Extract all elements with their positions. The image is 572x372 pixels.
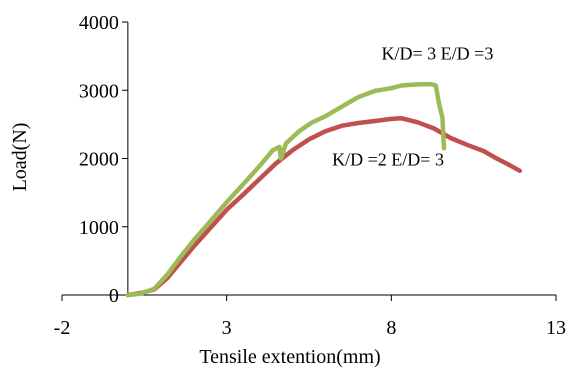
- series-layer: [125, 81, 523, 298]
- y-tick-label: 0: [109, 285, 119, 307]
- x-tick-label: 8: [386, 317, 396, 339]
- labels-layer: K/D= 3 E/D =3 K/D =2 E/D= 3: [332, 44, 493, 170]
- y-tick-label: 1000: [79, 217, 119, 239]
- x-tick-label: -2: [54, 317, 71, 339]
- series-label-1: K/D= 3 E/D =3: [382, 44, 494, 64]
- y-tick-label: 4000: [79, 12, 119, 34]
- y-tick-label: 2000: [79, 149, 119, 171]
- series-line-2: [125, 81, 447, 298]
- y-axis-title: Load(N): [9, 123, 31, 192]
- x-tick-label: 13: [546, 317, 566, 339]
- series-line-1: [125, 115, 523, 298]
- x-tick-label: 3: [222, 317, 232, 339]
- y-tick-label: 3000: [79, 80, 119, 102]
- axes: -2 3 8 13 0 1000 2000 3000 4000: [54, 12, 566, 339]
- x-axis-title: Tensile extention(mm): [199, 346, 380, 368]
- series-label-2: K/D =2 E/D= 3: [332, 149, 444, 169]
